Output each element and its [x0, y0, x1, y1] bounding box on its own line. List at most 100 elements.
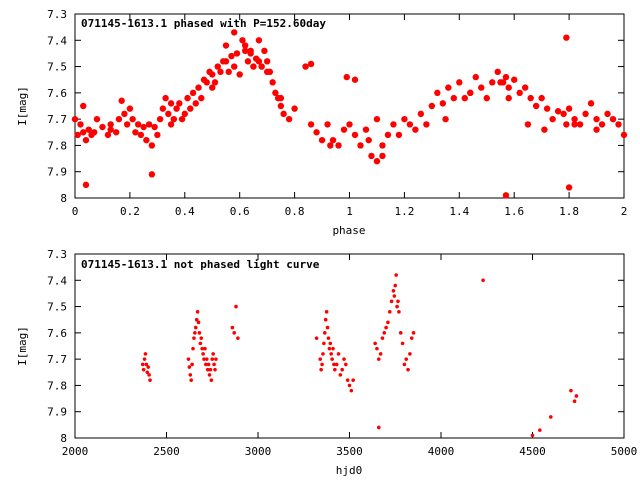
- phased-data-point: [269, 79, 276, 86]
- phased-data-point: [71, 115, 79, 123]
- phased-x-tick-label: 1: [346, 205, 353, 218]
- phased-data-point: [148, 171, 156, 178]
- phased-data-point: [456, 79, 463, 86]
- raw-data-point: [326, 336, 331, 340]
- phased-data-point: [497, 79, 504, 86]
- raw-data-point: [210, 357, 215, 361]
- raw-data-point: [201, 352, 205, 356]
- raw-data-point: [334, 362, 339, 367]
- phased-data-point: [74, 131, 81, 139]
- phased-plot-frame: [74, 13, 625, 199]
- raw-data-point: [194, 317, 199, 322]
- phased-data-point: [538, 94, 545, 102]
- raw-data-point: [143, 352, 148, 356]
- phased-data-point: [170, 115, 178, 123]
- raw-data-point: [574, 394, 579, 398]
- raw-data-point: [375, 346, 379, 351]
- phased-data-point: [203, 79, 210, 86]
- phased-data-point: [263, 58, 271, 65]
- phased-data-point: [450, 94, 458, 102]
- phased-data-point: [233, 50, 241, 57]
- phased-data-point: [327, 142, 334, 149]
- raw-data-point: [397, 310, 401, 314]
- raw-data-point: [146, 365, 150, 369]
- phased-data-point: [82, 136, 90, 144]
- phased-data-point: [99, 123, 106, 131]
- raw-data-point: [333, 367, 337, 372]
- phased-y-tick-label: 7.5: [47, 61, 67, 74]
- phased-data-point: [543, 105, 551, 112]
- phased-data-point: [151, 123, 158, 131]
- phased-data-point: [107, 121, 114, 128]
- raw-data-point: [331, 346, 335, 351]
- phased-data-point: [209, 84, 216, 91]
- phased-data-point: [351, 131, 359, 139]
- phased-data-point: [143, 136, 150, 144]
- raw-data-point: [144, 362, 149, 367]
- raw-data-point: [199, 336, 204, 340]
- phased-data-point: [255, 37, 263, 44]
- phased-data-point: [384, 131, 392, 139]
- phased-data-point: [335, 142, 342, 149]
- phased-data-point: [115, 115, 123, 123]
- raw-data-point: [572, 399, 577, 404]
- phased-data-point: [134, 121, 142, 128]
- raw-data-point: [214, 357, 218, 361]
- phased-data-point: [91, 129, 98, 136]
- phased-data-point: [272, 89, 279, 97]
- phased-data-point: [549, 115, 556, 123]
- raw-data-point: [376, 357, 381, 361]
- raw-data-point: [232, 331, 237, 335]
- phased-data-point: [156, 115, 164, 123]
- phased-data-point: [373, 158, 381, 165]
- phased-data-point: [571, 115, 578, 123]
- raw-data-point: [406, 367, 410, 372]
- phased-data-point: [307, 121, 315, 128]
- phased-x-tick-label: 0.8: [285, 205, 305, 218]
- phased-data-point: [181, 110, 188, 118]
- phased-data-point: [340, 126, 348, 133]
- raw-data-point: [396, 299, 400, 304]
- raw-data-point: [324, 310, 329, 314]
- phased-data-point: [118, 97, 125, 104]
- phased-y-tick-label: 7.8: [47, 139, 67, 152]
- raw-data-point: [402, 362, 407, 367]
- phased-data-point: [244, 58, 252, 65]
- phased-data-point: [145, 121, 153, 128]
- raw-data-point: [398, 331, 403, 335]
- raw-data-point: [351, 378, 355, 382]
- phased-data-point: [277, 94, 285, 102]
- raw-data-point: [342, 357, 346, 361]
- phased-x-tick-label: 1.6: [504, 205, 524, 218]
- raw-data-point: [408, 352, 412, 356]
- phased-data-point: [357, 142, 364, 149]
- phased-data-point: [277, 102, 285, 110]
- phased-data-point: [80, 102, 87, 110]
- phased-data-point: [222, 58, 230, 65]
- raw-data-point: [193, 331, 197, 335]
- raw-data-point: [404, 357, 409, 361]
- phased-data-point: [346, 121, 353, 128]
- phased-data-point: [280, 110, 287, 118]
- raw-data-point: [382, 331, 387, 335]
- phased-data-point: [604, 110, 611, 118]
- phased-data-point: [307, 60, 315, 68]
- phased-data-point: [365, 136, 372, 144]
- raw-data-point: [193, 325, 198, 330]
- phased-data-point: [137, 131, 145, 139]
- raw-plot-frame: [74, 253, 625, 439]
- raw-data-point: [386, 320, 390, 325]
- phased-y-axis-label: I[mag]: [16, 86, 29, 126]
- raw-data-point: [192, 336, 196, 340]
- raw-data-point: [392, 294, 397, 298]
- raw-data-point: [330, 357, 334, 361]
- raw-data-point: [206, 362, 211, 367]
- raw-x-tick-label: 3000: [245, 445, 272, 458]
- raw-y-tick-label: 7.8: [47, 379, 67, 392]
- phased-data-point: [261, 47, 268, 54]
- raw-data-point: [140, 362, 145, 367]
- phased-data-point: [189, 89, 197, 97]
- phased-data-point: [247, 47, 254, 54]
- phased-data-point: [209, 71, 216, 78]
